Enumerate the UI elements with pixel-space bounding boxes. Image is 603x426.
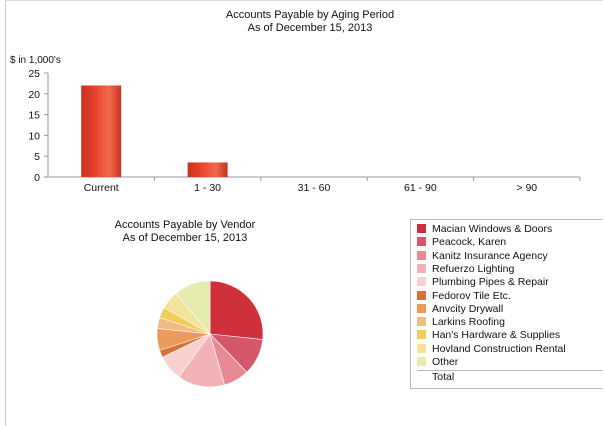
y-tick-label: 25 (28, 68, 40, 80)
legend-label: Larkins Roofing (432, 316, 505, 329)
bar-0 (81, 85, 122, 177)
legend-swatch (417, 343, 426, 353)
y-axis-unit-label: $ in 1,000's (10, 55, 61, 66)
legend-label: Hovland Construction Rental (432, 342, 566, 355)
x-tick-label: 31 - 60 (298, 182, 331, 194)
pie-chart (156, 280, 264, 388)
bar-chart-title-text: Accounts Payable by Aging Period (225, 9, 395, 21)
x-tick-label: Current (84, 182, 119, 194)
legend-label: Refuerzo Lighting (432, 262, 515, 275)
pie-chart-title-text: Accounts Payable by Vendor (114, 219, 256, 231)
legend-item: Hovland Construction Rental (417, 343, 566, 356)
legend-item: Kanitz Insurance Agency (417, 250, 548, 263)
legend-swatch (417, 224, 426, 233)
legend-label: Peacock, Karen (432, 236, 507, 249)
legend-item: Larkins Roofing (417, 316, 505, 329)
x-tick-label: 1 - 30 (194, 182, 221, 194)
legend-label: Macian Windows & Doors (432, 223, 553, 235)
pie-chart-title: Accounts Payable by Vendor As of Decembe… (85, 219, 285, 245)
legend-item: Plumbing Pipes & Repair (417, 276, 549, 289)
legend-swatch (417, 317, 426, 327)
legend-swatch (417, 250, 426, 260)
legend-item: Han's Hardware & Supplies (417, 329, 560, 342)
legend-swatch (417, 277, 426, 287)
panel-left-border (5, 0, 6, 426)
bar-chart: 0 5 10 15 20 25 Current 1 - 30 31 - 60 61 - 90 > 9… (28, 68, 581, 194)
y-tick-label: 5 (34, 151, 40, 163)
legend-label: Anvcity Drywall (432, 302, 504, 315)
pie-legend: Macian Windows & Doors Peacock, Karen Kani… (410, 219, 603, 389)
legend-label: Han's Hardware & Supplies (432, 329, 561, 342)
legend-label: Kanitz Insurance Agency (432, 249, 548, 262)
x-tick-label: 61 - 90 (404, 182, 437, 194)
legend-item: Peacock, Karen (417, 236, 506, 249)
legend-total-label: Total (432, 371, 455, 384)
legend-swatch (417, 357, 426, 366)
legend-label: Other (432, 356, 459, 368)
legend-swatch (417, 290, 426, 300)
legend-label: Fedorov Tile Etc. (432, 289, 511, 302)
legend-total-divider (417, 370, 603, 372)
bar-1 (187, 162, 228, 177)
pie-slice-0 (209, 280, 264, 340)
y-tick-label: 10 (28, 130, 40, 142)
y-tick-label: 15 (28, 110, 40, 122)
pie-slice-10 (175, 280, 211, 335)
legend-item: Other (417, 356, 458, 369)
legend-swatch (417, 330, 426, 340)
legend-swatch (417, 237, 426, 247)
pie-chart-subtitle: As of December 15, 2013 (122, 232, 248, 244)
bar-chart-title: Accounts Payable by Aging Period As of D… (120, 9, 500, 35)
bar-chart-subtitle: As of December 15, 2013 (247, 22, 373, 34)
y-tick-label: 0 (34, 172, 40, 184)
panel-top-border (5, 0, 603, 1)
legend-item: Anvcity Drywall (417, 303, 503, 316)
legend-swatch (417, 303, 426, 313)
legend-item: Fedorov Tile Etc. (417, 290, 511, 303)
y-tick-label: 20 (28, 89, 40, 101)
legend-item: Refuerzo Lighting (417, 263, 514, 276)
legend-swatch (417, 263, 426, 273)
legend-label: Plumbing Pipes & Repair (432, 276, 549, 289)
legend-item: Macian Windows & Doors (417, 223, 552, 236)
x-tick-label: > 90 (516, 182, 537, 194)
